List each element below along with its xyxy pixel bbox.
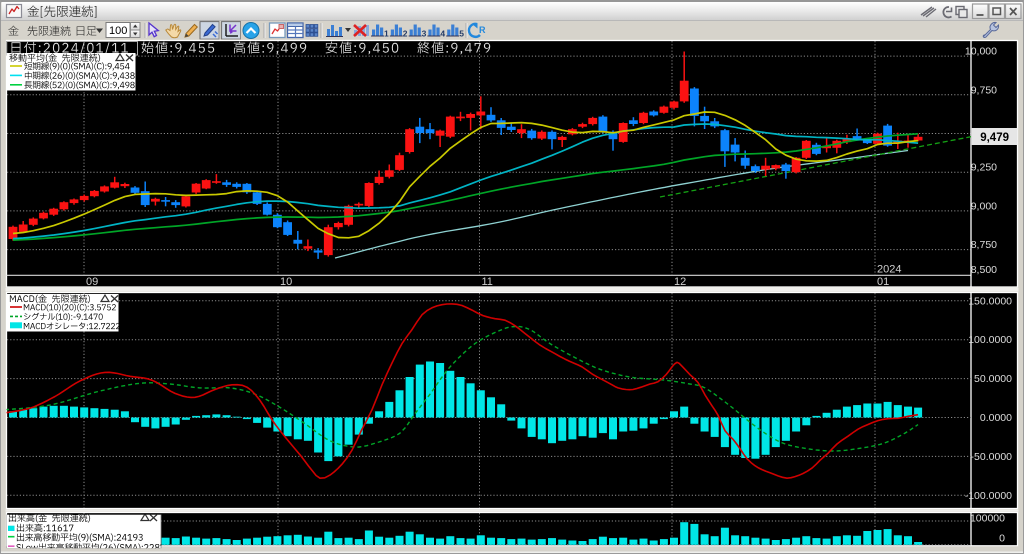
svg-text:R: R — [479, 25, 486, 35]
svg-text:11: 11 — [482, 276, 493, 288]
svg-text:9,000: 9,000 — [971, 200, 997, 212]
svg-text:2024: 2024 — [877, 264, 901, 276]
svg-text:100.0000: 100.0000 — [968, 334, 1012, 346]
svg-text:9,250: 9,250 — [971, 162, 997, 174]
svg-text:10,000: 10,000 — [965, 46, 997, 58]
svg-text:01: 01 — [877, 276, 889, 288]
svg-text:0: 0 — [999, 533, 1005, 545]
svg-text:2: 2 — [403, 29, 408, 39]
svg-text:3: 3 — [422, 29, 427, 39]
svg-text:0.0000: 0.0000 — [980, 412, 1012, 424]
svg-text:150.0000: 150.0000 — [968, 295, 1012, 307]
svg-text:12: 12 — [674, 276, 686, 288]
svg-text:-50.0000: -50.0000 — [971, 451, 1013, 463]
svg-text:1: 1 — [384, 29, 389, 39]
svg-text:09: 09 — [86, 276, 98, 288]
svg-text:100000: 100000 — [970, 513, 1005, 525]
svg-text:10: 10 — [280, 276, 292, 288]
svg-text:9,479: 9,479 — [980, 132, 1009, 144]
svg-text:-100.0000: -100.0000 — [965, 490, 1012, 502]
svg-text:9,750: 9,750 — [971, 84, 997, 96]
svg-text:4: 4 — [440, 29, 445, 39]
svg-text:50.0000: 50.0000 — [974, 373, 1012, 385]
svg-text:8,750: 8,750 — [971, 239, 997, 251]
svg-text:5: 5 — [459, 29, 464, 39]
svg-text:8,500: 8,500 — [971, 264, 997, 276]
svg-text:100: 100 — [109, 25, 127, 37]
